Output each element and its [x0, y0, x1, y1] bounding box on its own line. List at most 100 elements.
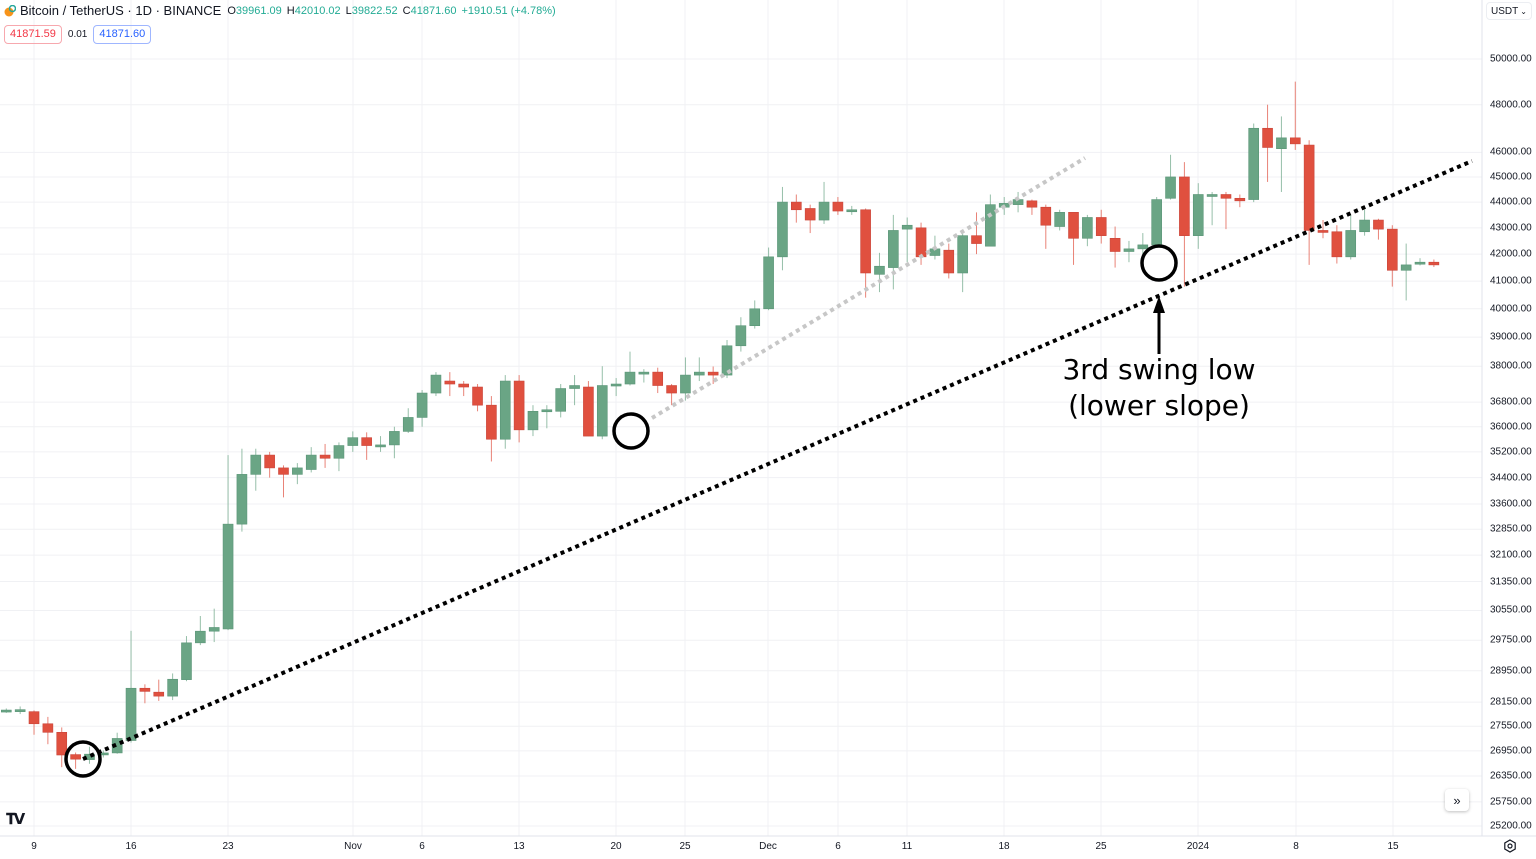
candle	[1373, 218, 1384, 240]
candle	[541, 405, 553, 429]
price-tick-label: 30550.00	[1490, 604, 1532, 616]
candle	[472, 384, 483, 412]
candle	[846, 205, 858, 215]
tradingview-logo[interactable]: 𝐓V	[6, 810, 25, 828]
candle	[139, 684, 151, 704]
bitcoin-logo-icon	[4, 4, 16, 16]
high-label: H	[286, 4, 295, 17]
candle	[1359, 209, 1370, 236]
candle	[195, 615, 206, 646]
time-tick-label: 25	[679, 841, 691, 852]
time-tick-label: 18	[998, 841, 1010, 852]
time-tick-label: 6	[419, 841, 425, 852]
candle	[888, 214, 899, 290]
candle	[874, 252, 885, 293]
candle	[569, 375, 580, 406]
candle	[28, 710, 40, 735]
secondary-trendline[interactable]	[650, 156, 1087, 420]
annotation-arrow	[1153, 296, 1165, 354]
candle	[1123, 240, 1135, 263]
chevron-down-icon: ⌄	[1520, 6, 1527, 16]
candle	[1206, 191, 1218, 226]
candle	[236, 448, 248, 532]
price-tick-label: 29750.00	[1490, 634, 1532, 646]
chart-grid	[0, 0, 1482, 836]
candle	[458, 381, 469, 397]
candle	[1289, 81, 1301, 150]
buy-price-button[interactable]: 41871.60	[93, 25, 152, 44]
candle	[1220, 191, 1232, 230]
candle	[527, 405, 539, 437]
candle	[1331, 225, 1343, 264]
candle	[14, 706, 26, 715]
annotation-line-1: 3rd swing low	[1062, 353, 1256, 386]
candle	[957, 233, 968, 293]
candle	[943, 243, 955, 279]
candle	[1095, 209, 1107, 244]
candle	[1400, 243, 1412, 301]
time-tick-label: 23	[222, 841, 234, 852]
candle	[1262, 104, 1273, 182]
candle	[416, 390, 428, 427]
close-value: 41871.60	[410, 4, 457, 17]
candle	[222, 455, 234, 631]
candle	[125, 630, 137, 743]
candle	[430, 372, 442, 397]
price-tick-label: 28950.00	[1490, 665, 1532, 677]
candle	[70, 752, 81, 769]
candle	[153, 679, 165, 701]
price-tick-label: 25750.00	[1490, 796, 1532, 808]
candle	[0, 708, 12, 713]
candle	[1234, 194, 1246, 208]
candle	[1345, 214, 1357, 260]
candle	[1387, 225, 1398, 287]
candle	[1428, 259, 1440, 268]
candle	[305, 447, 317, 473]
time-tick-label: 9	[31, 841, 37, 852]
price-tick-label: 34400.00	[1490, 472, 1532, 484]
candle	[402, 408, 414, 433]
price-tick-label: 26350.00	[1490, 770, 1532, 782]
price-tick-label: 33600.00	[1490, 498, 1532, 510]
candle	[444, 372, 456, 397]
candle	[555, 384, 567, 418]
currency-selector[interactable]: USDT ⌄	[1486, 2, 1532, 20]
candle	[735, 317, 747, 352]
price-tick-label: 26950.00	[1490, 745, 1532, 757]
time-tick-label: 6	[835, 841, 841, 852]
candle	[375, 436, 386, 452]
time-tick-label: Dec	[759, 841, 777, 852]
symbol-title[interactable]: Bitcoin / TetherUS · 1D · BINANCE	[20, 3, 222, 18]
price-tick-label: 43000.00	[1490, 222, 1532, 234]
scroll-to-realtime-button[interactable]: »	[1445, 789, 1469, 811]
candle	[680, 357, 691, 401]
candle	[1040, 204, 1052, 249]
candle	[278, 465, 289, 498]
candle	[985, 194, 996, 247]
price-tick-label: 44000.00	[1490, 196, 1532, 208]
candle	[1317, 220, 1329, 239]
candle	[791, 194, 802, 223]
swing-low-circle	[64, 740, 102, 778]
change-value: +1910.51 (+4.78%)	[461, 4, 556, 17]
candle	[707, 366, 719, 385]
candle	[292, 463, 303, 485]
time-tick-label: 13	[513, 841, 525, 852]
currency-value: USDT	[1491, 5, 1519, 17]
time-tick-label: 25	[1095, 841, 1107, 852]
candle	[693, 357, 705, 382]
time-tick-label: 15	[1387, 841, 1399, 852]
candle	[333, 442, 345, 472]
ohlc-values: O39961.09 H42010.02 L39822.52 C41871.60 …	[227, 5, 555, 17]
swing-low-markers	[64, 244, 1178, 778]
candle	[56, 727, 68, 768]
candle	[763, 247, 774, 311]
sell-price-button[interactable]: 41871.59	[4, 25, 62, 44]
candle	[1054, 209, 1065, 231]
settings-icon[interactable]	[1503, 839, 1517, 853]
candle	[264, 451, 275, 478]
price-tick-label: 40000.00	[1490, 303, 1532, 315]
time-tick-label: 8	[1293, 841, 1299, 852]
low-value: 39822.52	[351, 4, 398, 17]
